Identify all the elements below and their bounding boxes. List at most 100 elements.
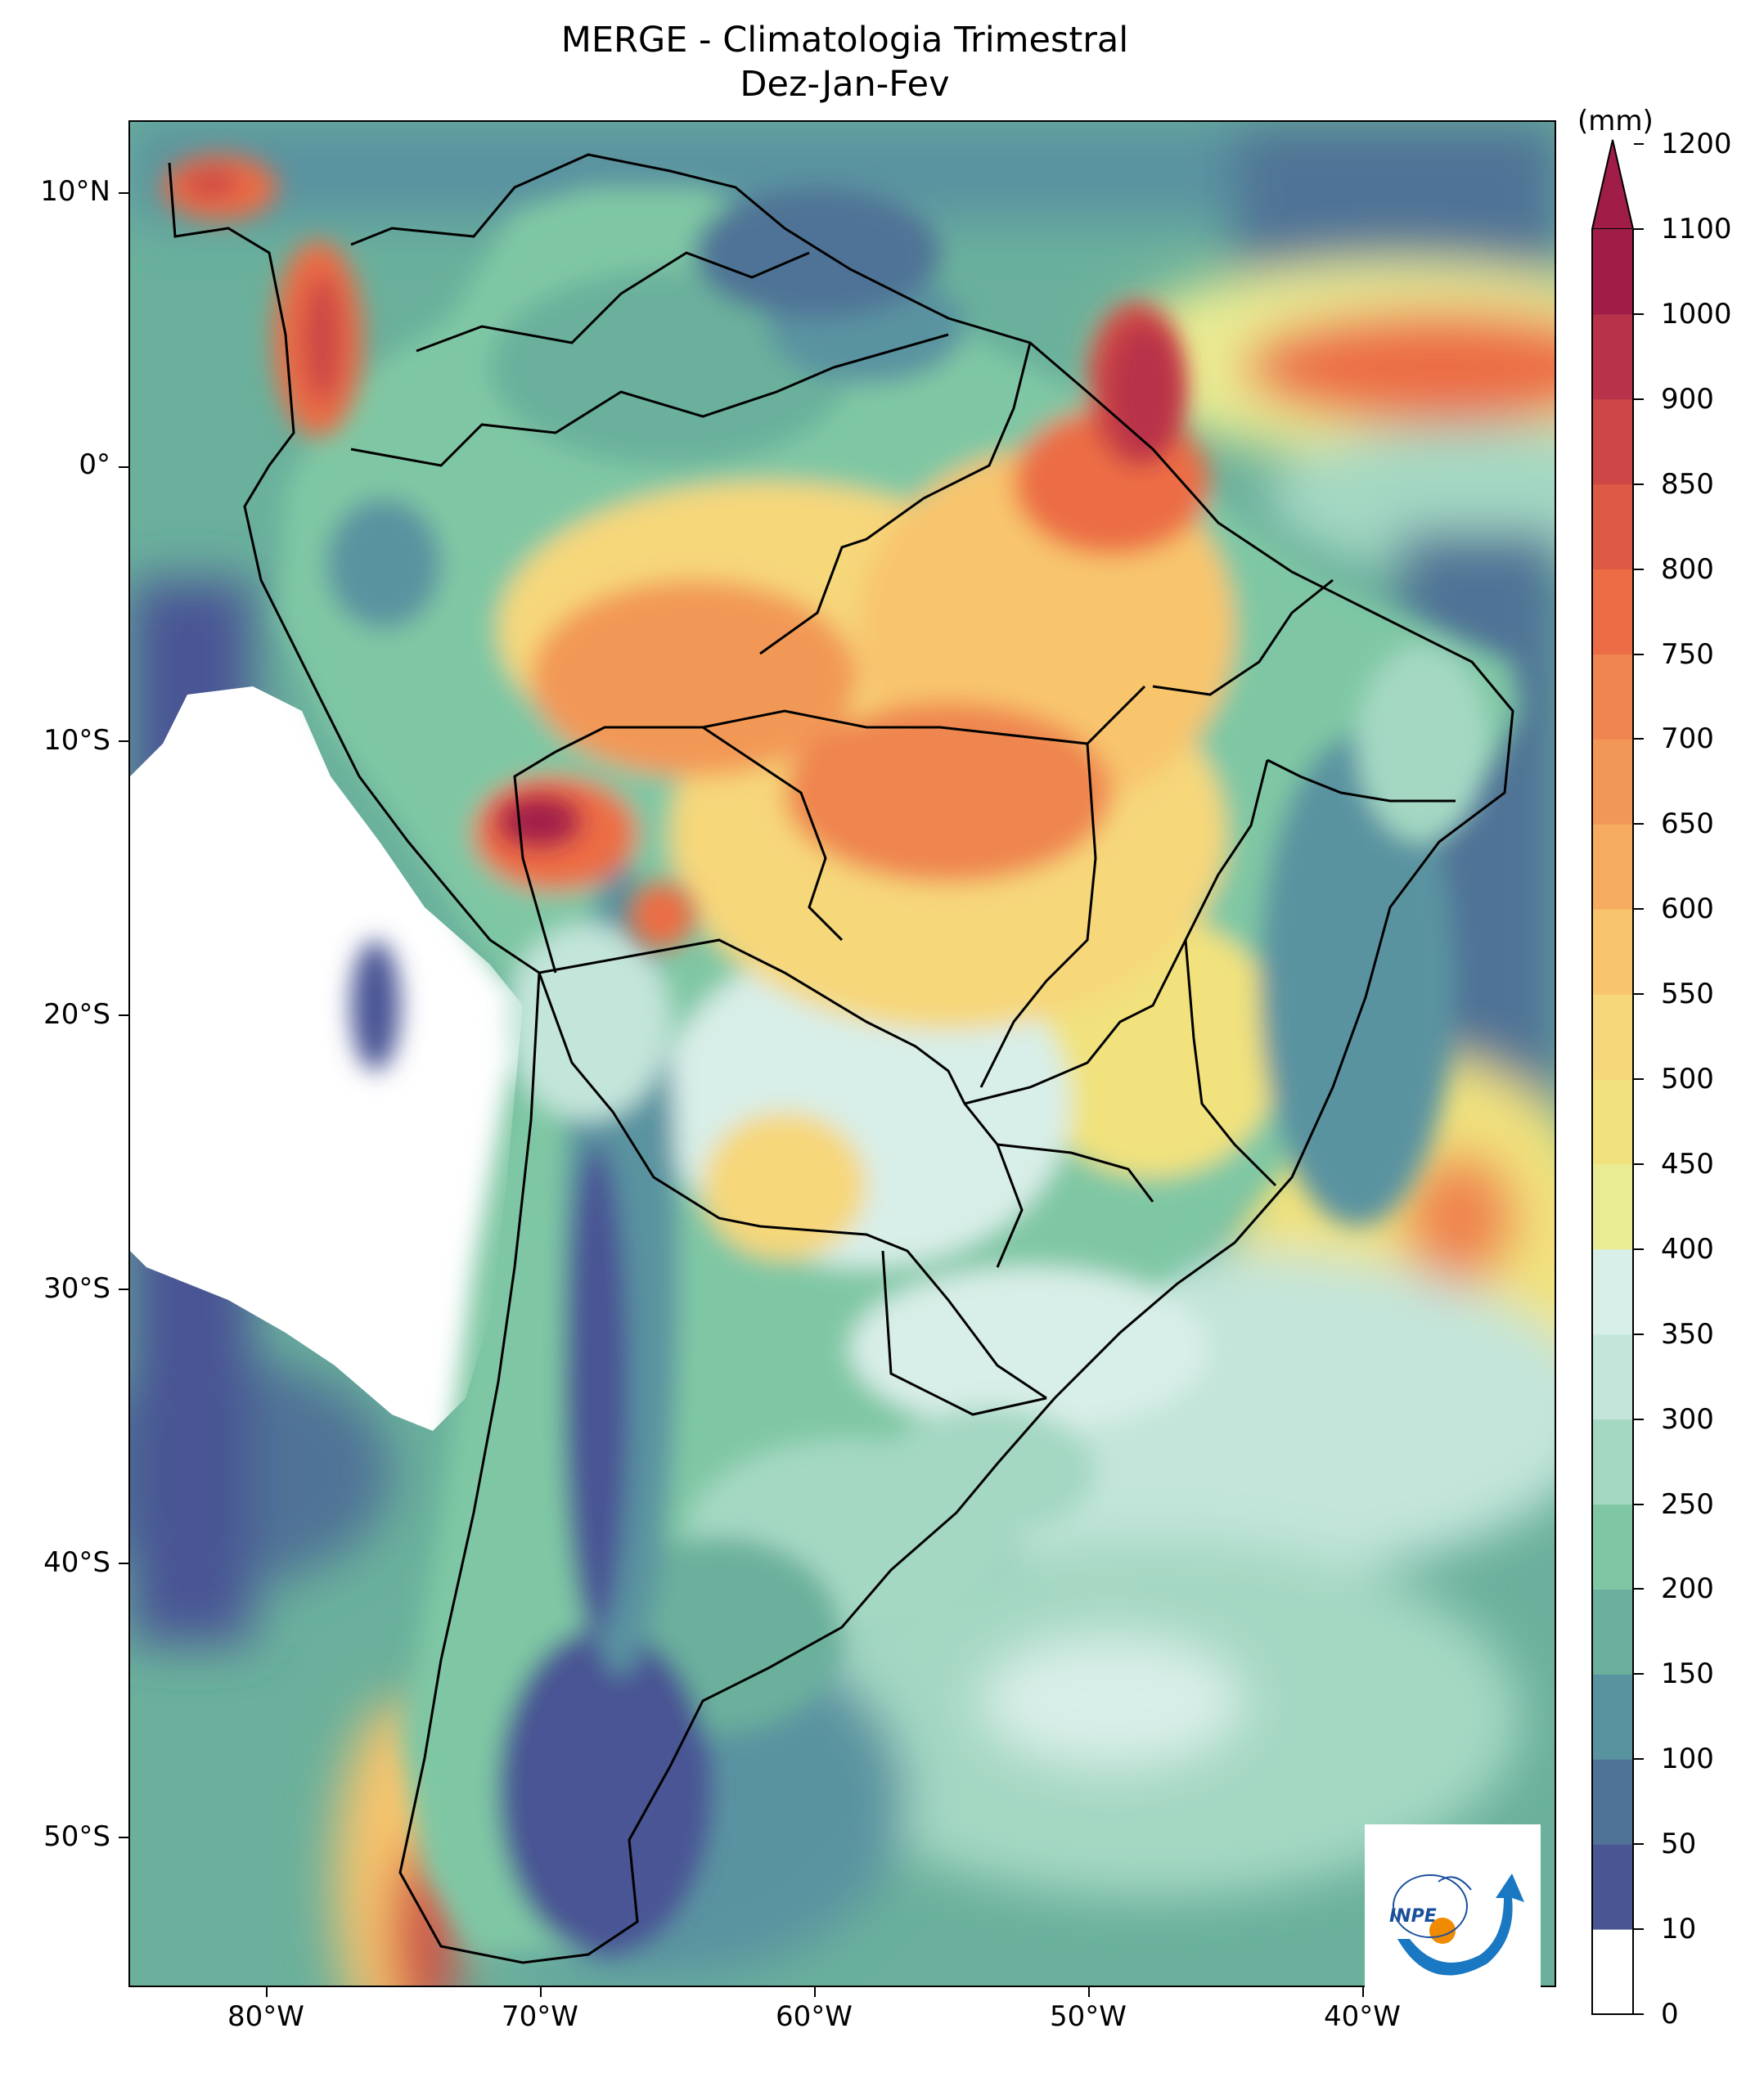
colorbar-segment bbox=[1592, 1589, 1633, 1675]
lat-label-10s: 10°S bbox=[43, 724, 110, 757]
colorbar-tick-label: 400 bbox=[1661, 1232, 1714, 1266]
colorbar-segment bbox=[1592, 484, 1633, 570]
colorbar-segment bbox=[1592, 1759, 1633, 1845]
colorbar-tick-label: 1100 bbox=[1661, 213, 1732, 245]
continent-field bbox=[277, 187, 1521, 1954]
colorbar-segment bbox=[1592, 229, 1633, 315]
lat-label-40s: 40°S bbox=[43, 1546, 110, 1579]
colorbar-tick bbox=[1634, 1843, 1644, 1846]
lat-label-0: 0° bbox=[79, 448, 110, 481]
colorbar-tick-label: 50 bbox=[1661, 1828, 1697, 1861]
lat-tick bbox=[119, 466, 128, 468]
lat-tick bbox=[119, 192, 128, 194]
colorbar-tick-label: 500 bbox=[1661, 1063, 1714, 1096]
lon-label-70w: 70°W bbox=[502, 2000, 578, 2033]
map-canvas bbox=[130, 122, 1555, 1986]
colorbar-tick-label: 900 bbox=[1661, 382, 1714, 416]
colorbar-unit: (mm) bbox=[1577, 105, 1654, 137]
colorbar-tick bbox=[1634, 1078, 1644, 1081]
colorbar-tick-label: 700 bbox=[1661, 722, 1714, 756]
inpe-logo-graphic bbox=[1393, 1873, 1524, 1976]
colorbar-tick-label: 100 bbox=[1661, 1743, 1714, 1776]
colorbar-tick bbox=[1634, 1758, 1644, 1761]
colorbar-segment bbox=[1592, 824, 1633, 910]
colorbar-segment bbox=[1592, 1844, 1633, 1930]
lat-label-20s: 20°S bbox=[43, 998, 110, 1031]
colorbar-tick bbox=[1634, 1163, 1644, 1165]
lat-tick bbox=[119, 1837, 128, 1838]
colorbar-tick bbox=[1634, 908, 1644, 911]
colorbar-tick bbox=[1634, 1333, 1644, 1335]
colorbar-tick-label: 150 bbox=[1661, 1657, 1714, 1691]
coastline-and-borders bbox=[168, 153, 1514, 1964]
colorbar-segment bbox=[1592, 569, 1633, 655]
inpe-logo: INPE bbox=[1365, 1824, 1541, 1996]
lat-tick bbox=[119, 740, 128, 742]
map-subtitle: Dez-Jan-Fev bbox=[740, 64, 950, 105]
colorbar bbox=[1591, 139, 1634, 2015]
colorbar-tick bbox=[1634, 483, 1644, 485]
colorbar-tick bbox=[1634, 228, 1644, 230]
lon-label-40w: 40°W bbox=[1324, 2000, 1401, 2033]
colorbar-segment bbox=[1592, 1504, 1633, 1590]
colorbar-border bbox=[1591, 229, 1634, 2015]
colorbar-segment bbox=[1592, 313, 1633, 400]
colorbar-segment bbox=[1592, 1334, 1633, 1420]
colorbar-tick-label: 10 bbox=[1661, 1913, 1697, 1946]
colorbar-segment bbox=[1592, 909, 1633, 995]
lat-tick bbox=[119, 1014, 128, 1016]
map-title: MERGE - Climatologia Trimestral bbox=[560, 20, 1129, 61]
colorbar-tick-label: 800 bbox=[1661, 552, 1714, 586]
lon-label-50w: 50°W bbox=[1050, 2000, 1127, 2033]
colorbar-segment bbox=[1592, 654, 1633, 740]
colorbar-segment bbox=[1592, 1929, 1633, 2015]
colorbar-tick bbox=[1634, 568, 1644, 570]
lat-tick bbox=[119, 1289, 128, 1290]
colorbar-tick bbox=[1634, 738, 1644, 740]
colorbar-tick bbox=[1634, 1248, 1644, 1250]
dry-zone bbox=[130, 686, 523, 1431]
colorbar-tick bbox=[1634, 313, 1644, 315]
lon-label-60w: 60°W bbox=[776, 2000, 853, 2033]
colorbar-tick-label: 350 bbox=[1661, 1317, 1714, 1351]
lat-label-50s: 50°S bbox=[43, 1820, 110, 1853]
colorbar-tick bbox=[1634, 398, 1644, 400]
lat-tick bbox=[119, 1563, 128, 1564]
colorbar-segment bbox=[1592, 1079, 1633, 1165]
colorbar-segment bbox=[1592, 739, 1633, 825]
colorbar-tick bbox=[1634, 1588, 1644, 1590]
lon-label-80w: 80°W bbox=[227, 2000, 304, 2033]
lat-label-30s: 30°S bbox=[43, 1272, 110, 1305]
colorbar-segment bbox=[1592, 994, 1633, 1080]
colorbar-tick-label: 1000 bbox=[1661, 297, 1732, 331]
colorbar-segment bbox=[1592, 1419, 1633, 1505]
colorbar-tick-label: 600 bbox=[1661, 893, 1714, 926]
colorbar-segment bbox=[1592, 1163, 1633, 1250]
colorbar-tick bbox=[1634, 993, 1644, 996]
colorbar-tick-label: 300 bbox=[1661, 1402, 1714, 1436]
colorbar-tick bbox=[1634, 2013, 1644, 2015]
colorbar-tick-label: 0 bbox=[1661, 1998, 1679, 2031]
colorbar-tick-label: 550 bbox=[1661, 978, 1714, 1011]
colorbar-segment bbox=[1592, 398, 1633, 485]
colorbar-tick bbox=[1634, 143, 1644, 146]
colorbar-tick bbox=[1634, 823, 1644, 825]
lon-tick bbox=[1088, 1987, 1090, 1997]
colorbar-tick bbox=[1634, 1928, 1644, 1931]
colorbar-tick-label: 450 bbox=[1661, 1147, 1714, 1181]
lat-label-10n: 10°N bbox=[40, 175, 110, 208]
precipitation-map bbox=[128, 120, 1556, 1987]
lon-tick bbox=[540, 1987, 542, 1997]
colorbar-tick-label: 250 bbox=[1661, 1487, 1714, 1521]
colorbar-segment bbox=[1592, 1248, 1633, 1335]
colorbar-tick-label: 650 bbox=[1661, 807, 1714, 841]
colorbar-segment bbox=[1592, 1674, 1633, 1760]
colorbar-tick bbox=[1634, 1418, 1644, 1420]
colorbar-tick bbox=[1634, 1673, 1644, 1675]
inpe-logo-text: INPE bbox=[1389, 1906, 1437, 1927]
heavy-rain-zones bbox=[163, 155, 1177, 948]
colorbar-tick-label: 850 bbox=[1661, 467, 1714, 501]
colorbar-tick-label: 1200 bbox=[1661, 128, 1732, 161]
lon-tick bbox=[814, 1987, 816, 1997]
colorbar-tick bbox=[1634, 1503, 1644, 1505]
